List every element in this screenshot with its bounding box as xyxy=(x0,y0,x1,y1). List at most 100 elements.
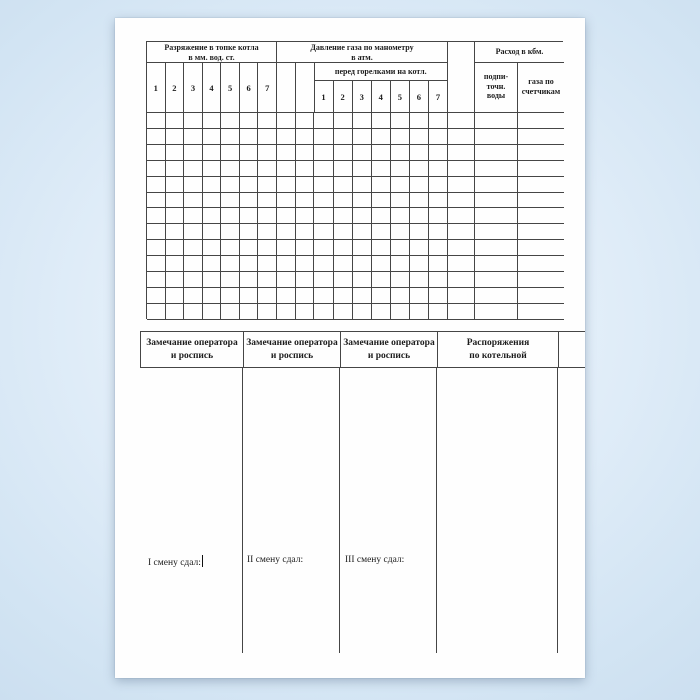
column-divider xyxy=(339,368,340,653)
grid-cell xyxy=(239,128,259,145)
grid-cell xyxy=(390,303,410,320)
grid-cell xyxy=(221,287,240,304)
grid-cell xyxy=(147,160,166,177)
grid-cell xyxy=(184,272,203,288)
grid-cell xyxy=(428,224,448,241)
header-line2: и роспись xyxy=(170,350,214,361)
grid-cell xyxy=(184,240,203,257)
grid-cell xyxy=(202,113,222,129)
grid-cell xyxy=(409,144,429,161)
grid-cell xyxy=(352,113,372,129)
shift-1-note[interactable]: I смену сдал: xyxy=(148,555,204,568)
grid-cell xyxy=(428,128,448,145)
grid-cell xyxy=(517,208,564,225)
grid-cell xyxy=(474,128,518,145)
operator-remark-header-2: Замечание оператора и роспись xyxy=(244,332,341,367)
grid-cell xyxy=(202,272,222,288)
remarks-header-row: Замечание оператора и роспись Замечание … xyxy=(140,331,585,368)
grid-cell xyxy=(333,113,353,129)
grid-cell xyxy=(390,272,410,288)
water-header-line1: подпи- xyxy=(483,72,509,81)
grid-cell xyxy=(258,160,277,177)
grid-cell xyxy=(371,240,391,257)
boiler-column-number: 7 xyxy=(258,63,278,112)
grid-cell xyxy=(517,129,564,145)
grid-cell xyxy=(276,144,296,161)
grid-cell xyxy=(276,287,296,304)
vacuum-boiler-number-row: 1 2 3 4 5 6 7 xyxy=(147,63,278,112)
grid-cell xyxy=(258,256,277,273)
spacer-column xyxy=(448,42,475,112)
grid-cell xyxy=(517,240,564,257)
grid-cell xyxy=(333,240,353,257)
grid-cell xyxy=(371,128,391,145)
shift-3-text: III смену сдал: xyxy=(345,555,405,565)
grid-cell xyxy=(295,176,315,193)
boiler-column-number: 4 xyxy=(203,63,222,112)
grid-cell xyxy=(165,256,185,273)
column-divider xyxy=(557,368,558,653)
grid-cell xyxy=(517,113,564,129)
grid-cell xyxy=(428,160,448,177)
remarks-table: Замечание оператора и роспись Замечание … xyxy=(140,331,585,653)
grid-cell xyxy=(221,272,240,288)
grid-cell xyxy=(333,224,353,241)
shift-2-note[interactable]: II смену сдал: xyxy=(247,555,303,565)
grid-cell xyxy=(276,272,296,288)
grid-cell xyxy=(474,144,518,161)
grid-cell xyxy=(276,303,296,320)
grid-cell xyxy=(239,287,259,304)
grid-cell xyxy=(333,192,353,209)
grid-cell xyxy=(202,160,222,177)
grid-cell xyxy=(202,128,222,145)
grid-cell xyxy=(517,272,564,288)
grid-cell xyxy=(390,287,410,304)
grid-cell xyxy=(258,113,277,129)
grid-cell xyxy=(352,272,372,288)
header-line2: и роспись xyxy=(270,350,314,361)
water-header-line2: точн. xyxy=(486,81,506,91)
grid-cell xyxy=(352,287,372,304)
grid-cell xyxy=(333,128,353,145)
header-line1: Замечание оператора xyxy=(146,338,238,348)
grid-cell xyxy=(147,272,166,288)
boiler-log-table: Разряжение в топке котла в мм. вод. ст. … xyxy=(146,41,564,320)
grid-cell xyxy=(147,224,166,241)
gas-pressure-title-line1: Давление газа по манометру xyxy=(310,43,414,52)
grid-cell xyxy=(371,113,391,129)
grid-cell xyxy=(295,224,315,241)
grid-cell xyxy=(447,113,475,129)
grid-cell xyxy=(517,288,564,304)
document-page[interactable]: Разряжение в топке котла в мм. вод. ст. … xyxy=(115,18,585,678)
grid-cell xyxy=(165,287,185,304)
grid-cell xyxy=(221,240,240,257)
grid-cell xyxy=(474,287,518,304)
grid-cell xyxy=(371,303,391,320)
grid-cell xyxy=(447,224,475,241)
grid-cell xyxy=(390,224,410,241)
grid-cell xyxy=(390,160,410,177)
grid-cell xyxy=(371,287,391,304)
grid-cell xyxy=(447,287,475,304)
boiler-column-number: 4 xyxy=(372,81,391,112)
grid-cell xyxy=(428,192,448,209)
grid-cell xyxy=(202,192,222,209)
grid-cell xyxy=(276,208,296,225)
grid-cell xyxy=(276,128,296,145)
grid-cell xyxy=(447,303,475,320)
grid-cell xyxy=(221,256,240,273)
shift-3-note[interactable]: III смену сдал: xyxy=(345,555,404,565)
text-cursor xyxy=(201,555,204,567)
grid-cell xyxy=(239,256,259,273)
grid-cell xyxy=(221,208,240,225)
grid-cell xyxy=(352,303,372,320)
log-entry-grid xyxy=(147,112,564,320)
grid-cell xyxy=(409,224,429,241)
grid-cell xyxy=(295,192,315,209)
shift-1-text: I смену сдал: xyxy=(148,558,201,568)
grid-cell xyxy=(428,303,448,320)
boiler-column-number: 5 xyxy=(221,63,240,112)
grid-cell xyxy=(517,161,564,177)
consumption-title: Расход в кбм. xyxy=(495,47,544,56)
grid-cell xyxy=(333,256,353,273)
